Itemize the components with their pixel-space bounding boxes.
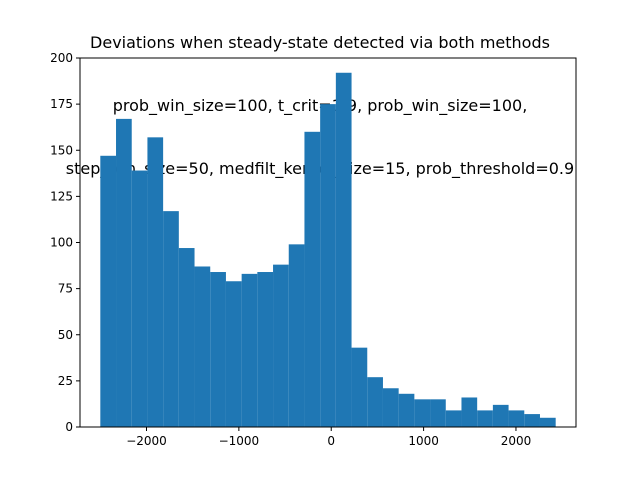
histogram-bar bbox=[414, 399, 431, 427]
histogram-bar bbox=[351, 347, 368, 427]
chart-title: Deviations when steady-state detected vi… bbox=[0, 0, 640, 200]
histogram-bar bbox=[273, 264, 289, 427]
histogram-bar bbox=[304, 131, 321, 428]
histogram-bar bbox=[335, 72, 352, 427]
histogram-bar bbox=[194, 266, 211, 427]
histogram-bar bbox=[100, 155, 117, 427]
bars-group bbox=[100, 72, 556, 428]
histogram-bar bbox=[116, 118, 132, 427]
histogram-bar bbox=[492, 404, 509, 427]
histogram-bar bbox=[398, 393, 415, 427]
histogram-bar bbox=[430, 399, 446, 427]
histogram-bar bbox=[524, 414, 540, 427]
y-tick-label: 50 bbox=[58, 328, 73, 342]
y-tick-label: 200 bbox=[50, 51, 73, 65]
y-tick-label: 0 bbox=[65, 420, 73, 434]
chart-title-line-1: Deviations when steady-state detected vi… bbox=[90, 33, 550, 52]
y-axis: 0 25 50 75 100 125 150 175 200 bbox=[50, 51, 80, 434]
x-tick-label: 0 bbox=[327, 434, 335, 448]
histogram-bar bbox=[241, 273, 258, 427]
histogram-bar bbox=[210, 272, 226, 427]
y-tick-label: 25 bbox=[58, 374, 73, 388]
chart-title-line-2: prob_win_size=100, t_crit=1.9, prob_win_… bbox=[112, 96, 528, 115]
x-tick-label: −2000 bbox=[126, 434, 167, 448]
histogram-bar bbox=[320, 104, 336, 427]
y-tick-label: 125 bbox=[50, 189, 73, 203]
histogram-bar bbox=[539, 417, 556, 427]
chart-title-line-3: step_win_size=50, medfilt_kernel_size=15… bbox=[65, 159, 575, 178]
histogram-bar bbox=[225, 281, 242, 427]
y-tick-label: 150 bbox=[50, 143, 73, 157]
histogram-bar bbox=[257, 272, 274, 427]
histogram-bar bbox=[163, 211, 179, 427]
x-tick-label: 1000 bbox=[408, 434, 439, 448]
histogram-bar bbox=[382, 388, 399, 427]
histogram-bar bbox=[445, 410, 462, 427]
histogram-bar bbox=[147, 137, 164, 427]
histogram-bar bbox=[131, 170, 148, 428]
y-tick-label: 175 bbox=[50, 97, 73, 111]
x-tick-label: −1000 bbox=[219, 434, 260, 448]
x-tick-label: 2000 bbox=[501, 434, 532, 448]
y-tick-label: 100 bbox=[50, 236, 73, 250]
histogram-bar bbox=[461, 397, 478, 427]
y-tick-label: 75 bbox=[58, 282, 73, 296]
histogram-bar bbox=[508, 410, 525, 427]
histogram-bar bbox=[288, 244, 305, 427]
x-axis: −2000 −1000 0 1000 2000 bbox=[126, 427, 531, 448]
histogram-bar bbox=[367, 377, 383, 427]
histogram-bar bbox=[178, 248, 195, 427]
histogram-bar bbox=[477, 410, 493, 427]
